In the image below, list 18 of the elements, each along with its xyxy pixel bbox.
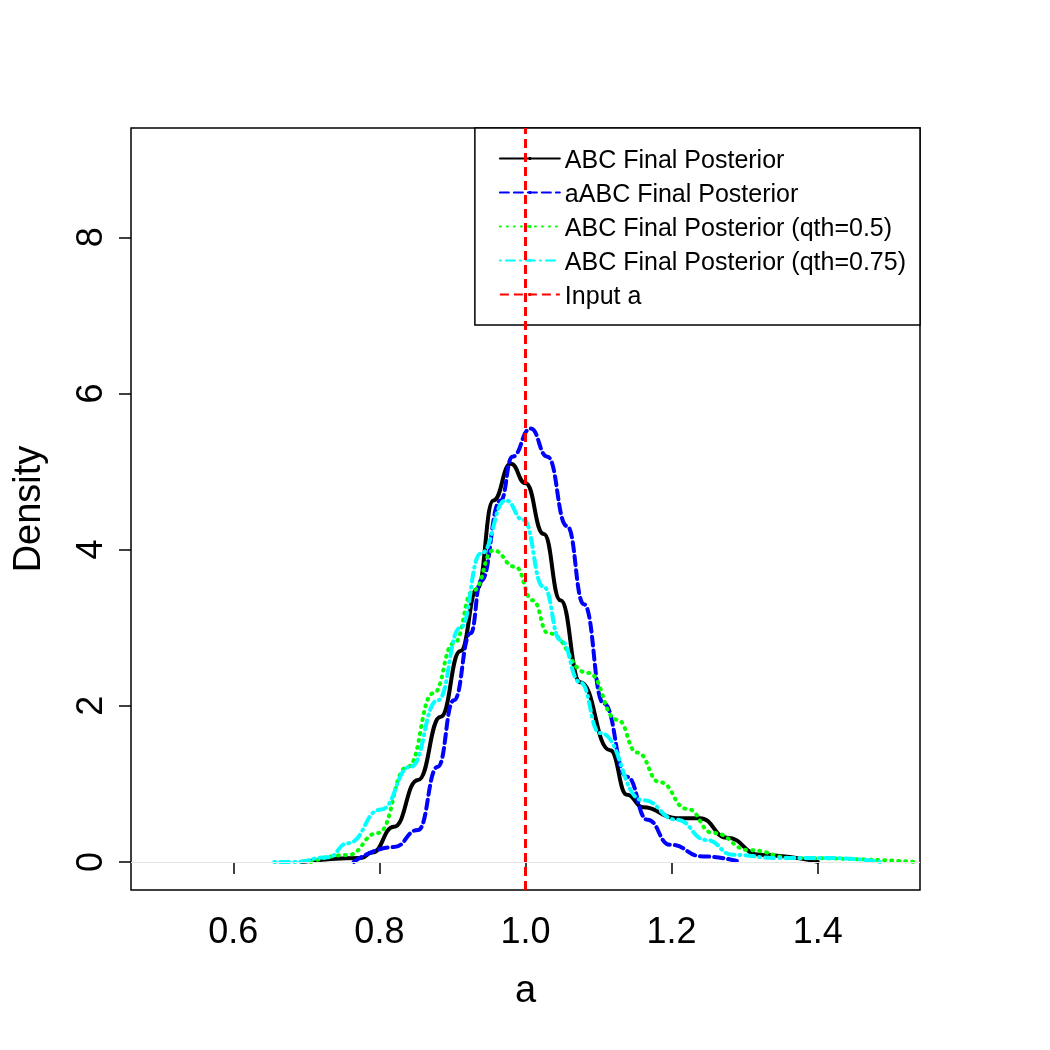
x-tick-label: 0.6 [208, 909, 259, 951]
y-axis-title: Density [6, 445, 48, 573]
x-tick-label: 1.4 [792, 909, 843, 951]
legend-label: ABC Final Posterior [564, 144, 785, 173]
legend-label: ABC Final Posterior (qth=0.75) [564, 246, 907, 275]
y-tick-label: 6 [68, 383, 110, 404]
x-tick-label: 0.8 [354, 909, 405, 951]
y-tick-label: 2 [68, 695, 110, 716]
legend-label: aABC Final Posterior [564, 178, 799, 207]
line-series [272, 498, 882, 864]
x-tick-label: 1.0 [500, 909, 551, 951]
y-tick-label: 4 [68, 539, 110, 560]
ref-line-label: Input a [564, 280, 642, 309]
y-tick-label: 0 [68, 851, 110, 872]
legend-label: ABC Final Posterior (qth=0.5) [564, 212, 893, 241]
x-tick-label: 1.2 [646, 909, 697, 951]
x-axis-title: a [514, 968, 537, 1010]
y-tick-label: 8 [68, 227, 110, 248]
